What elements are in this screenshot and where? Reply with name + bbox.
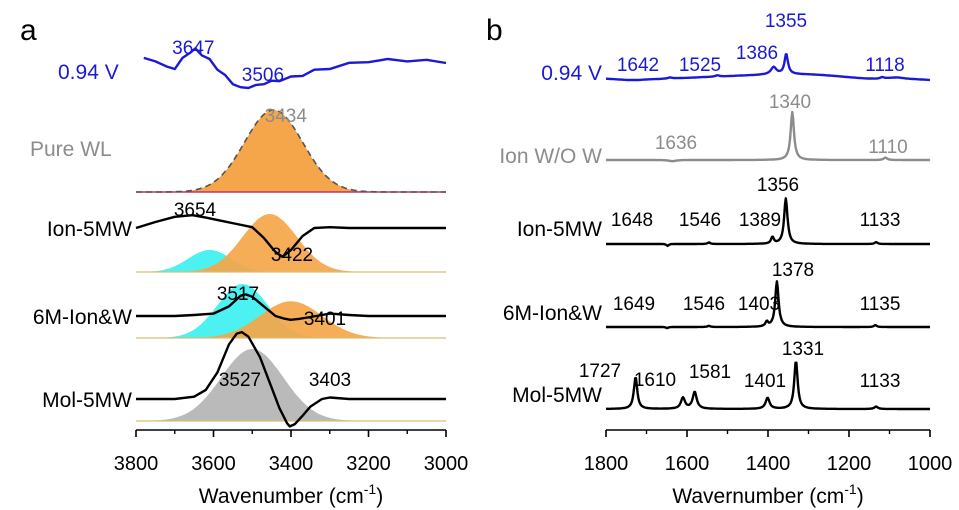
series-line-ion-wo-w [605, 110, 931, 163]
peak-label: 1340 [769, 92, 811, 113]
series-label-ion-wo-w: Ion W/O W [499, 145, 602, 168]
peak-label: 1386 [736, 43, 778, 64]
peak-label: 3403 [309, 370, 351, 391]
peak-label: 1389 [739, 210, 781, 231]
peak-label: 3647 [172, 38, 214, 59]
x-tick-label-a: 3200 [346, 453, 391, 475]
peak-label: 1642 [617, 55, 659, 76]
area-fill-mol5mw-0 [136, 349, 446, 421]
series-line-pure-wl [136, 109, 446, 193]
peak-label: 1331 [782, 339, 824, 360]
peak-label: 1648 [611, 210, 653, 231]
series-line-6m-ionw [136, 293, 446, 321]
area-fill-6m-ionw-0 [136, 284, 446, 338]
stack-mol5mw: Mol-5MW 3527 3403 [42, 330, 446, 428]
x-tick-label-a: 3000 [424, 453, 469, 475]
area-fill-pure-wl [136, 110, 446, 192]
x-axis-label-b: Wavernumber (cm-1) [672, 481, 863, 508]
peak-label: 3434 [265, 106, 308, 127]
peak-label: 1378 [772, 260, 814, 281]
series-label-mol5mw-b: Mol-5MW [512, 384, 602, 407]
x-tick-label-a: 3800 [114, 453, 159, 475]
spectrum-ion5mw-b: Ion-5MW 1648 1546 1389 1356 1133 [517, 175, 931, 248]
series-label-0.94V-b: 0.94 V [541, 62, 602, 85]
x-axis-label-a: Wavenumber (cm-1) [199, 481, 383, 508]
x-tick-label-b: 1600 [665, 453, 710, 475]
series-line-ion5mw [135, 214, 446, 258]
x-tick-label-a: 3400 [269, 453, 314, 475]
series-line-0.94V-a [143, 46, 447, 90]
spectrum-6m-ionw-b: 6M-Ion&W 1649 1546 1403 1378 1135 [503, 260, 931, 330]
series-line-mol5mw [136, 330, 446, 428]
peak-label: 3527 [219, 370, 261, 391]
peak-label: 1118 [865, 55, 904, 76]
series-line-6m-ionw-b [605, 280, 931, 330]
area-fill-ion5mw-1 [136, 214, 446, 272]
peak-label: 3422 [271, 245, 313, 266]
peak-label: 1546 [683, 294, 725, 315]
peak-label: 3517 [217, 284, 259, 305]
series-label-6m-ionw: 6M-Ion&W [33, 306, 132, 329]
stack-ion5mw: Ion-5MW 3654 3422 [47, 200, 446, 273]
peak-label: 1355 [765, 11, 807, 32]
x-tick-label-a: 3600 [191, 453, 236, 475]
peak-label: 1133 [860, 210, 901, 231]
spectrum-0.94V-b: 0.94 V 1642 1525 1386 1355 1118 [541, 11, 931, 85]
peak-label: 3506 [242, 65, 284, 86]
peak-label: 1110 [868, 137, 907, 158]
series-label-mol5mw: Mol-5MW [42, 389, 132, 412]
x-tick-label-b: 1800 [584, 453, 629, 475]
peak-label: 3654 [174, 200, 217, 221]
series-label-6m-ionw-b: 6M-Ion&W [503, 302, 602, 325]
spectrum-ion-wo-w: Ion W/O W 1636 1340 1110 [499, 92, 931, 168]
peak-label: 1546 [679, 210, 721, 231]
peak-label: 1133 [860, 371, 901, 392]
peak-label: 1727 [579, 361, 621, 382]
peak-label: 1525 [679, 55, 721, 76]
stack-6m-ionw: 6M-Ion&W 3517 3401 [33, 284, 446, 339]
panel-a-label: a [20, 14, 37, 47]
peak-label: 1581 [689, 362, 731, 383]
peak-label: 3401 [304, 309, 346, 330]
peak-label: 1135 [860, 294, 901, 315]
x-tick-label-b: 1000 [908, 453, 953, 475]
series-label-pure-wl: Pure WL [30, 138, 112, 161]
panel-b: b 0.94 V 1642 1525 1386 1355 1118 Ion W/O W 1636… [486, 11, 952, 508]
x-tick-label-b: 1200 [827, 453, 872, 475]
series-label-0.94V-a: 0.94 V [58, 61, 119, 84]
peak-label: 1610 [634, 370, 676, 391]
series-line-mol5mw-b [605, 361, 931, 411]
peak-label: 1649 [613, 294, 655, 315]
series-line-0.94V-b [605, 53, 931, 82]
peak-label: 1401 [744, 371, 786, 392]
series-label-ion5mw-b: Ion-5MW [517, 218, 602, 241]
x-tick-label-b: 1400 [746, 453, 791, 475]
panel-b-label: b [486, 14, 503, 47]
peak-label: 1636 [655, 133, 697, 154]
peak-label: 1403 [738, 294, 780, 315]
series-line-ion5mw-b [605, 197, 931, 248]
series-label-ion5mw: Ion-5MW [47, 218, 132, 241]
peak-label: 1356 [757, 175, 799, 196]
panel-a: a 0.94 V 3647 3506 Pure WL 3434 Ion-5MW 3654 342… [20, 14, 468, 508]
